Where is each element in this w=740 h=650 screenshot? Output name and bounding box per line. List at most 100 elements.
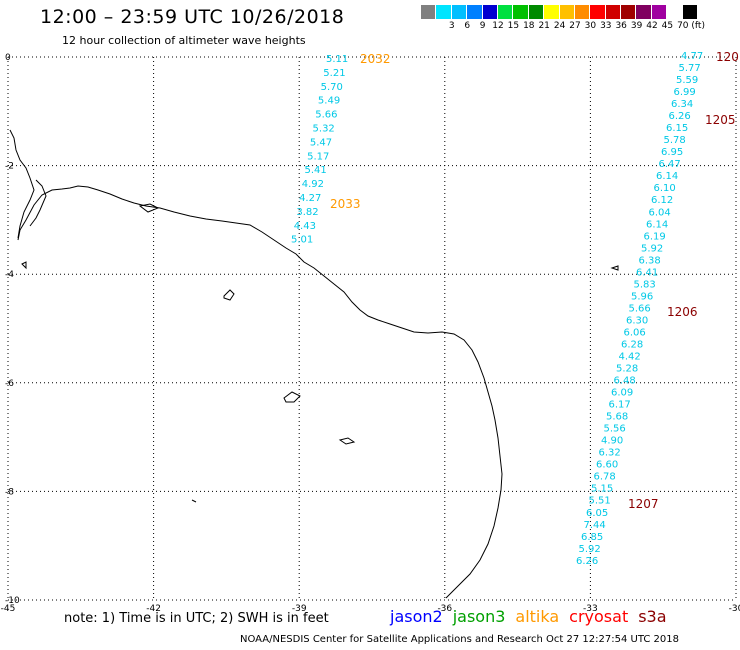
color-scale-label: 27 <box>569 21 581 31</box>
color-swatch <box>667 5 683 19</box>
island-2 <box>283 391 301 403</box>
wave-height-value: 5.21 <box>323 68 345 79</box>
wave-height-value: 5.92 <box>579 544 601 555</box>
wave-height-value: 6.15 <box>666 123 688 134</box>
lon-tick-label: -30 <box>729 604 740 614</box>
color-scale-label: 24 <box>553 21 566 31</box>
wave-height-value: 5.49 <box>318 96 340 107</box>
wave-height-value: 6.05 <box>586 508 608 519</box>
color-scale-label: 9 <box>479 21 486 31</box>
color-scale-label: 45 <box>661 21 674 31</box>
satellite-legend-item: jason3 <box>452 607 506 626</box>
color-swatch <box>651 5 668 19</box>
color-swatch <box>621 5 637 19</box>
wave-height-value: 6.06 <box>624 327 646 338</box>
wave-height-value: 6.95 <box>661 147 683 158</box>
wave-height-value: 5.96 <box>631 291 653 302</box>
wave-height-value: 7.44 <box>584 520 606 531</box>
color-scale-labels: 3 6 9 12 15 18 21 24 27 30 33 36 39 42 45 70 (ft) <box>421 19 705 33</box>
wave-height-value: 6.48 <box>614 376 636 387</box>
color-swatch <box>559 5 575 19</box>
coastline-bay <box>9 129 47 239</box>
color-swatch <box>528 5 545 19</box>
color-scale-legend: 3 6 9 12 15 18 21 24 27 30 33 36 39 42 45 70 (ft) <box>421 5 705 33</box>
lat-tick-label: -10 <box>5 596 20 606</box>
wave-height-value: 6.60 <box>596 460 618 471</box>
wave-height-value: 6.12 <box>651 195 673 206</box>
island-6 <box>138 203 160 213</box>
color-scale-bar <box>421 5 699 19</box>
color-swatch <box>636 5 652 19</box>
wave-height-value: 6.47 <box>659 159 681 170</box>
wave-height-value: 5.70 <box>321 82 343 93</box>
altimeter-track-west: 5.11 5.21 5.70 5.49 5.66 5.32 5.47 5.17 5.41 4.92… <box>291 54 348 246</box>
color-scale-label: 42 <box>646 21 658 31</box>
island-5 <box>21 261 27 270</box>
color-scale-label: 70 <box>677 21 689 31</box>
lon-tick-label: -42 <box>146 604 161 614</box>
color-scale-label: 39 <box>630 21 643 31</box>
wave-height-value: 6.09 <box>611 388 633 399</box>
wave-height-value: 5.01 <box>291 235 313 246</box>
altimeter-track-east: 4.775.775.596.996.346.266.155.786.956.47… <box>576 51 703 567</box>
wave-height-value: 4.92 <box>302 179 324 190</box>
island-7 <box>191 499 197 503</box>
pass-time-labels: 2032 2033 120 1205 1206 1207 <box>330 50 739 511</box>
wave-height-value: 6.28 <box>621 339 643 350</box>
lon-tick-label: -33 <box>583 604 598 614</box>
wave-height-value: 6.30 <box>626 315 648 326</box>
color-scale-label: 6 <box>464 21 471 31</box>
lon-tick-label: -45 <box>1 604 16 614</box>
color-scale-label: 12 <box>492 21 504 31</box>
wave-height-value: 5.28 <box>616 364 638 375</box>
color-scale-label: 21 <box>538 21 550 31</box>
lon-tick-label: -36 <box>437 604 452 614</box>
island-3 <box>338 437 356 445</box>
wave-height-value: 6.10 <box>654 183 676 194</box>
pass-time-label: 120 <box>716 50 739 64</box>
color-scale-label: 33 <box>600 21 612 31</box>
pass-time-label: 2033 <box>330 197 361 211</box>
satellite-legend-item: s3a <box>638 607 667 626</box>
wave-height-value: 5.15 <box>591 484 613 495</box>
color-swatch <box>682 5 699 19</box>
pass-time-label: 1205 <box>705 113 736 127</box>
map-grid <box>7 56 737 601</box>
wave-height-value: 6.38 <box>639 255 661 266</box>
wave-height-value: 4.77 <box>681 51 703 62</box>
color-swatch <box>482 5 498 19</box>
wave-height-value: 6.41 <box>636 267 658 278</box>
footnote: note: 1) Time is in UTC; 2) SWH is in fe… <box>64 611 329 626</box>
lat-tick-label: -2 <box>5 162 14 172</box>
wave-height-value: 6.32 <box>599 448 621 459</box>
pass-time-label: 1207 <box>628 497 659 511</box>
lat-tick-label: -8 <box>5 487 14 497</box>
wave-height-value: 5.66 <box>315 110 337 121</box>
wave-height-value: 4.43 <box>294 221 316 232</box>
wave-height-value: 4.90 <box>601 436 623 447</box>
satellite-legend-item: cryosat <box>569 607 629 626</box>
color-swatch <box>544 5 560 19</box>
pass-time-label: 2032 <box>360 52 391 66</box>
wave-height-value: 6.26 <box>576 556 598 567</box>
wave-height-value: 4.42 <box>619 352 641 363</box>
color-swatch <box>497 5 514 19</box>
color-scale-label: 15 <box>507 21 520 31</box>
lat-tick-label: -4 <box>5 270 14 280</box>
wave-height-value: 5.68 <box>606 412 628 423</box>
lat-tick-label: 0 <box>5 53 11 63</box>
color-swatch <box>436 5 452 19</box>
color-swatch <box>574 5 591 19</box>
wave-height-value: 6.26 <box>669 111 691 122</box>
color-swatch <box>451 5 468 19</box>
color-scale-label: 18 <box>523 21 535 31</box>
lon-tick-label: -39 <box>292 604 307 614</box>
color-swatch <box>467 5 483 19</box>
satellite-legend: jason2 jason3 altika cryosat s3a <box>390 607 677 626</box>
chart-title: 12:00 – 23:59 UTC 10/26/2018 <box>40 6 345 28</box>
wave-height-value: 5.92 <box>641 243 663 254</box>
lat-tick-label: -6 <box>5 379 14 389</box>
color-scale-unit: (ft) <box>691 21 705 31</box>
wave-height-value: 6.85 <box>581 532 603 543</box>
